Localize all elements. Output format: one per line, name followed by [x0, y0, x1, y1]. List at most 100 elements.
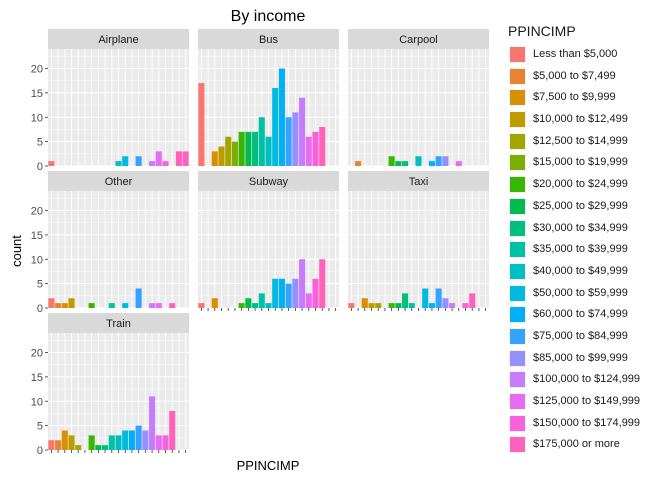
facet-strip	[48, 29, 189, 49]
facet-strip-label: Subway	[249, 176, 289, 188]
y-tick-label: 5	[37, 421, 43, 433]
legend-label: $25,000 to $29,999	[533, 199, 628, 212]
bar	[61, 303, 68, 309]
legend-swatch	[510, 198, 525, 214]
bar	[312, 131, 319, 167]
legend-label: $15,000 to $19,999	[533, 156, 628, 169]
legend-swatch	[510, 220, 525, 236]
legend-label: $35,000 to $39,999	[533, 243, 628, 256]
facet-strip-label: Airplane	[98, 34, 138, 46]
legend-swatch	[510, 415, 525, 431]
bar	[68, 435, 75, 451]
facet-panels: Airplane 0 5 10 15 20 Bus Carpool Other 0 5 10 15 20 S…	[31, 29, 489, 457]
y-tick-label: 15	[31, 372, 43, 384]
legend-swatch	[510, 177, 525, 193]
bar	[149, 396, 156, 451]
legend-swatch	[510, 68, 525, 84]
facet-train: Train 0 5 10 15 20	[31, 313, 189, 457]
bar	[48, 161, 55, 167]
facet-strip-label: Taxi	[409, 176, 429, 188]
bar	[258, 293, 265, 309]
legend-key	[509, 284, 526, 302]
legend-item: $85,000 to $99,999	[508, 348, 668, 370]
bar	[162, 435, 169, 451]
bar	[88, 435, 95, 451]
legend-key	[509, 327, 526, 345]
bar	[238, 303, 245, 309]
facet-strip-label: Carpool	[399, 34, 438, 46]
bar	[108, 435, 115, 451]
bar	[55, 303, 62, 309]
bar	[305, 293, 312, 309]
bar	[469, 293, 476, 309]
legend-label: $150,000 to $174,999	[533, 416, 641, 429]
legend-key	[509, 371, 526, 389]
legend-swatch	[510, 90, 525, 106]
bar	[455, 161, 462, 167]
legend-label: $60,000 to $74,999	[533, 308, 628, 321]
bar	[245, 131, 252, 167]
bar	[135, 156, 142, 166]
y-tick-label: 10	[31, 112, 43, 124]
bar	[128, 430, 135, 450]
bar	[395, 161, 402, 167]
legend-item: $125,000 to $149,999	[508, 391, 668, 413]
bar	[88, 303, 95, 309]
legend-swatch	[510, 350, 525, 366]
bar	[462, 303, 469, 309]
bar	[55, 440, 62, 450]
bar	[238, 131, 245, 167]
facet-strip-label: Other	[105, 176, 133, 188]
bar	[225, 136, 232, 166]
facet-strip	[198, 171, 339, 191]
bar	[402, 293, 409, 309]
bar	[428, 161, 435, 167]
bar	[408, 303, 415, 309]
legend-key	[509, 89, 526, 107]
y-tick-label: 0	[37, 161, 43, 173]
facet-strip	[48, 171, 189, 191]
legend-key	[509, 219, 526, 237]
legend: PPINCIMP Less than $5,000 $5,000 to $7,49…	[508, 22, 668, 456]
y-tick-label: 10	[31, 396, 43, 408]
legend-item: $150,000 to $174,999	[508, 413, 668, 435]
bar	[175, 151, 182, 167]
bar	[368, 303, 375, 309]
y-tick-label: 15	[31, 230, 43, 242]
y-tick-label: 0	[37, 445, 43, 457]
legend-item: $12,500 to $14,999	[508, 131, 668, 153]
legend-key	[509, 197, 526, 215]
facet-strip	[348, 171, 489, 191]
bar	[435, 288, 442, 308]
bar	[361, 298, 368, 308]
bar	[122, 303, 129, 309]
y-tick-label: 10	[31, 254, 43, 266]
bar	[258, 117, 265, 166]
y-tick-label: 5	[37, 279, 43, 291]
legend-swatch	[510, 372, 525, 388]
legend-key	[509, 393, 526, 410]
legend-key	[509, 241, 526, 259]
legend-key	[509, 306, 526, 324]
facet-bus: Bus	[198, 29, 339, 167]
bar	[319, 259, 326, 308]
bar	[319, 127, 326, 166]
legend-key	[509, 436, 526, 454]
y-tick-label: 20	[31, 348, 43, 360]
legend-swatch	[510, 242, 525, 258]
bar	[375, 303, 382, 309]
legend-swatch	[510, 394, 525, 409]
bar	[265, 136, 272, 166]
bar	[292, 112, 299, 167]
bar	[388, 156, 395, 166]
facet-strip	[198, 29, 339, 49]
bar	[252, 303, 259, 309]
bar	[312, 278, 319, 308]
legend-key	[509, 154, 526, 172]
bar	[435, 156, 442, 166]
legend-key	[509, 414, 526, 432]
bar	[48, 440, 55, 450]
bar	[415, 156, 422, 166]
legend-item: $60,000 to $74,999	[508, 304, 668, 326]
legend-item: $5,000 to $7,499	[508, 66, 668, 88]
